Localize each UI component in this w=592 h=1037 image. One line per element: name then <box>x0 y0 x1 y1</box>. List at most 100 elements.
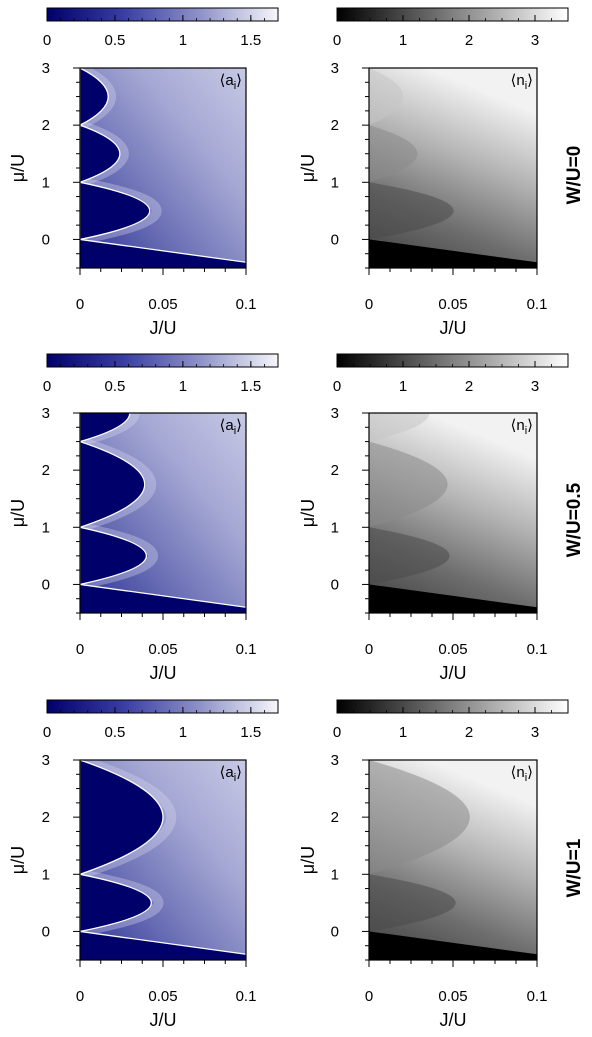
mott-lobe <box>80 526 147 586</box>
y-tick-label: 1 <box>331 174 339 191</box>
phase-boundary <box>80 930 246 955</box>
colorbar-tick-label: 1.5 <box>240 724 261 741</box>
x-tick-label: 0.1 <box>527 641 548 658</box>
heatmap-image <box>80 760 246 960</box>
x-tick-label: 0.05 <box>148 296 177 313</box>
heatmap-panel: 0 0.5 1 1.5 ⟨ai⟩ 0 1 2 3 μ/U 0 0.05 0.1 J/U <box>8 7 279 338</box>
colorbar-tick-label: 0 <box>333 724 341 741</box>
colorbar <box>46 353 279 368</box>
colorbar-tick-label: 0 <box>43 32 51 49</box>
x-axis-label: J/U <box>440 318 467 338</box>
x-tick-label: 0.1 <box>527 988 548 1005</box>
x-axis-label: J/U <box>440 663 467 683</box>
x-tick-label: 0.05 <box>438 296 467 313</box>
colorbar-tick-label: 2 <box>465 724 473 741</box>
colorbar-tick-label: 1.5 <box>240 32 261 49</box>
colorbar-tick-label: 0 <box>43 724 51 741</box>
y-tick-label: 2 <box>331 117 339 134</box>
x-axis-label: J/U <box>440 1010 467 1030</box>
x-axis-label: J/U <box>150 318 177 338</box>
mott-lobe <box>80 181 151 241</box>
y-tick-label: 0 <box>331 923 339 940</box>
y-tick-label: 1 <box>42 174 50 191</box>
colorbar-tick-label: 1 <box>179 378 187 395</box>
y-tick-label: 2 <box>331 809 339 826</box>
mott-lobe <box>80 413 131 443</box>
quantity-annotation: ⟨ai⟩ <box>219 417 242 437</box>
density-plateau <box>369 527 450 585</box>
colorbar-tick-label: 2 <box>465 32 473 49</box>
x-axis-label: J/U <box>150 1010 177 1030</box>
row-label: W/U=1 <box>564 838 585 897</box>
density-plateau <box>369 441 448 528</box>
x-tick-label: 0 <box>76 641 84 658</box>
x-tick-label: 0.1 <box>236 641 257 658</box>
quantity-annotation: ⟨ni⟩ <box>510 72 533 92</box>
x-tick-label: 0.1 <box>527 296 548 313</box>
y-tick-label: 1 <box>42 866 50 883</box>
colorbar <box>46 699 279 714</box>
colorbar-tick-label: 0 <box>43 378 51 395</box>
x-tick-label: 0.05 <box>438 641 467 658</box>
colorbar-tick-label: 1 <box>399 724 407 741</box>
colorbar-tick-label: 0 <box>333 32 341 49</box>
density-plateau <box>369 182 454 240</box>
heatmap-image <box>369 760 537 960</box>
y-tick-label: 0 <box>331 576 339 593</box>
vacuum-region <box>369 931 537 960</box>
x-tick-label: 0.05 <box>148 641 177 658</box>
x-tick-label: 0.05 <box>148 988 177 1005</box>
x-tick-label: 0.1 <box>236 988 257 1005</box>
mott-lobe <box>80 760 164 875</box>
y-tick-label: 3 <box>331 60 339 77</box>
heatmap-panel: 0 1 2 3 ⟨ni⟩ 0 1 2 3 μ/U 0 0.05 0.1 J/U <box>298 699 569 1030</box>
heatmap-image <box>369 413 537 613</box>
colorbar-tick-label: 1 <box>179 32 187 49</box>
heatmap-panel: 0 0.5 1 1.5 ⟨ai⟩ 0 1 2 3 μ/U 0 0.05 0.1 J/U <box>8 353 279 683</box>
y-tick-label: 0 <box>42 923 50 940</box>
x-tick-label: 0 <box>365 641 373 658</box>
colorbar-tick-label: 3 <box>531 724 539 741</box>
heatmap-panel: 0 0.5 1 1.5 ⟨ai⟩ 0 1 2 3 μ/U 0 0.05 0.1 J/U <box>8 699 279 1030</box>
colorbar-tick-label: 1.5 <box>240 378 261 395</box>
colorbar-tick-label: 1 <box>399 378 407 395</box>
y-tick-label: 1 <box>331 519 339 536</box>
vacuum-region <box>80 931 246 960</box>
heatmap-panel: 0 1 2 3 ⟨ni⟩ 0 1 2 3 μ/U 0 0.05 0.1 J/U <box>298 7 569 338</box>
colorbar-tick-label: 3 <box>531 378 539 395</box>
y-axis-label: μ/U <box>8 846 28 874</box>
density-plateau <box>369 68 404 126</box>
y-axis-label: μ/U <box>8 154 28 182</box>
colorbar-tick-label: 3 <box>531 32 539 49</box>
x-tick-label: 0 <box>76 296 84 313</box>
vacuum-region <box>369 584 537 613</box>
density-plateau <box>369 413 430 442</box>
vacuum-region <box>369 239 537 268</box>
quantity-annotation: ⟨ni⟩ <box>510 417 533 437</box>
density-plateau <box>369 874 456 932</box>
mott-lobe <box>80 440 146 528</box>
y-tick-label: 3 <box>331 405 339 422</box>
y-tick-label: 3 <box>331 752 339 769</box>
phase-boundary <box>80 238 246 263</box>
y-axis-label: μ/U <box>298 154 318 182</box>
heatmap-image <box>80 68 246 268</box>
y-tick-label: 2 <box>42 462 50 479</box>
row-label: W/U=0.5 <box>564 482 585 557</box>
quantity-annotation: ⟨ai⟩ <box>219 72 242 92</box>
colorbar-tick-label: 0 <box>333 378 341 395</box>
mott-lobe <box>80 873 152 933</box>
density-plateau <box>369 125 418 183</box>
colorbar-tick-label: 0.5 <box>105 724 126 741</box>
colorbar-tick-label: 2 <box>465 378 473 395</box>
mott-lobe <box>80 124 121 183</box>
phase-boundary <box>80 583 246 608</box>
x-tick-label: 0 <box>365 988 373 1005</box>
colorbar-tick-label: 0.5 <box>105 378 126 395</box>
x-axis-label: J/U <box>150 663 177 683</box>
colorbar-tick-label: 0.5 <box>105 32 126 49</box>
vacuum-region <box>80 239 246 268</box>
y-tick-label: 1 <box>331 866 339 883</box>
y-tick-label: 3 <box>42 60 50 77</box>
